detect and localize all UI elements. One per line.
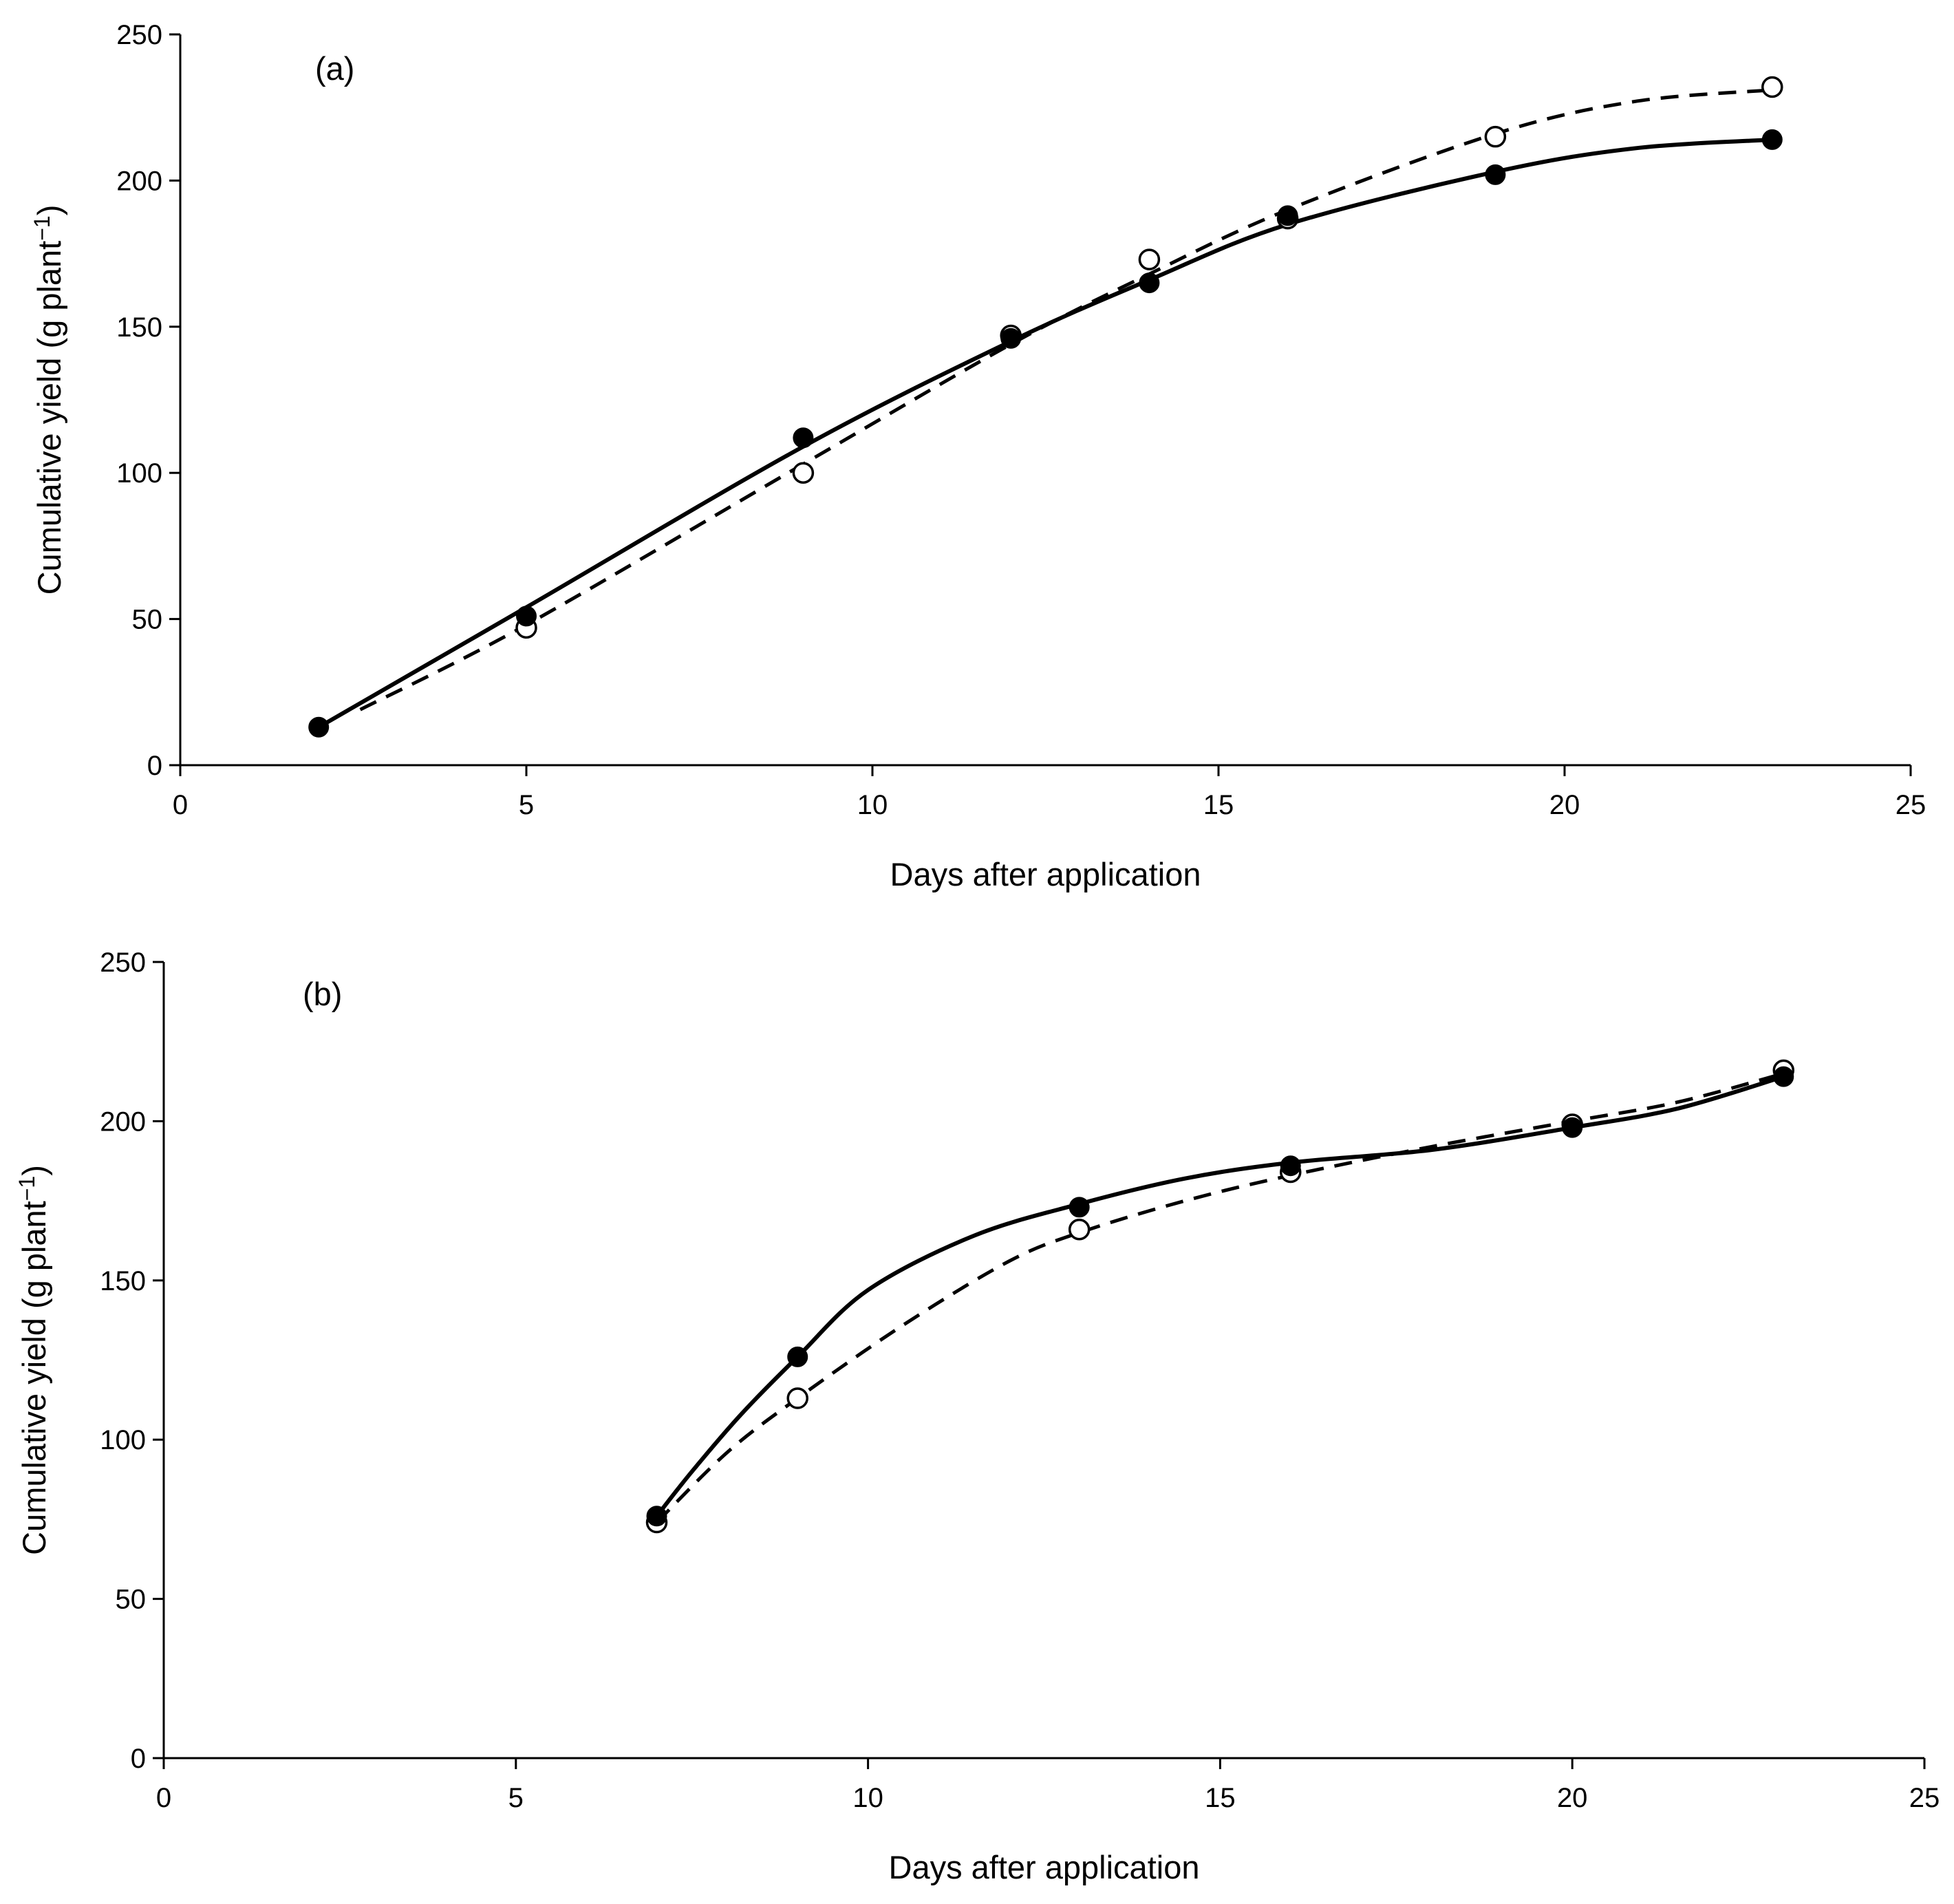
series-filled-point [1761,129,1783,150]
series-open-point [1761,76,1783,98]
x-tick-label: 5 [508,1783,524,1813]
series-filled-point [1069,1197,1090,1218]
series-open-point [786,1387,808,1409]
x-tick-label: 25 [1909,1783,1940,1813]
y-tick-label: 150 [116,312,162,343]
y-tick-label: 150 [100,1266,146,1296]
y-tick-label: 50 [132,605,163,635]
series-filled-point [1280,1155,1301,1177]
x-tick-label: 5 [519,790,534,820]
x-tick-label: 25 [1896,790,1926,820]
x-tick-label: 10 [857,790,888,820]
chart-panel-a: 0 50 100 150 200 250 0 5 10 15 20 25 Days after appl… [30,20,1926,892]
y-axis-title-superscript: −1 [14,1176,39,1201]
y-tick-label: 250 [116,20,162,50]
series-filled-point [1139,272,1160,294]
x-axis-title: Days after application [889,1849,1200,1885]
series-open-line [359,88,1773,712]
series-filled-point [516,606,537,627]
x-tick-label: 20 [1549,790,1580,820]
x-tick-label: 15 [1205,1783,1236,1813]
series-filled-point [1562,1117,1583,1138]
y-tick-label: 200 [100,1106,146,1137]
x-tick-label: 15 [1203,790,1234,820]
panel-label: (a) [315,50,354,87]
series-open-point [1068,1219,1091,1241]
y-tick-label: 0 [131,1744,146,1774]
chart-panel-b: 0 50 100 150 200 250 0 5 10 15 20 25 Days after appl… [14,948,1940,1885]
y-tick-label: 250 [100,948,146,978]
series-filled-point [793,427,814,449]
x-tick-label: 0 [156,1783,171,1813]
y-axis-title-main: Cumulative yield (g plant [31,241,67,595]
y-axis-title-close: ) [16,1165,52,1176]
series-filled-point [1277,205,1298,226]
series-filled-line [655,1074,1785,1518]
series-open-line [655,1071,1784,1524]
x-tick-label: 10 [852,1783,883,1813]
x-tick-label: 20 [1557,1783,1588,1813]
y-tick-label: 200 [116,166,162,196]
y-axis-title: Cumulative yield (g plant−1) [30,205,67,595]
series-filled-line [317,137,1772,729]
y-axis-title-close: ) [31,205,67,216]
y-axis-title: Cumulative yield (g plant−1) [14,1165,52,1555]
series-filled-point [787,1346,808,1367]
y-tick-label: 50 [116,1585,147,1615]
series-filled-point [646,1506,667,1527]
series-filled-point [308,716,330,738]
series-filled-point [1485,164,1506,185]
series-open-point [792,462,815,484]
series-filled-point [1000,328,1022,349]
panel-label: (b) [303,976,342,1012]
x-axis-title: Days after application [890,856,1201,892]
y-axis-title-superscript: −1 [30,215,54,240]
series-open-point [1484,125,1507,148]
y-tick-label: 100 [100,1425,146,1455]
y-tick-label: 100 [116,458,162,489]
series-filled-point [1773,1066,1794,1087]
y-tick-label: 0 [147,751,162,781]
y-axis-title-main: Cumulative yield (g plant [16,1201,52,1555]
x-tick-label: 0 [173,790,188,820]
series-open-point [1138,248,1161,270]
